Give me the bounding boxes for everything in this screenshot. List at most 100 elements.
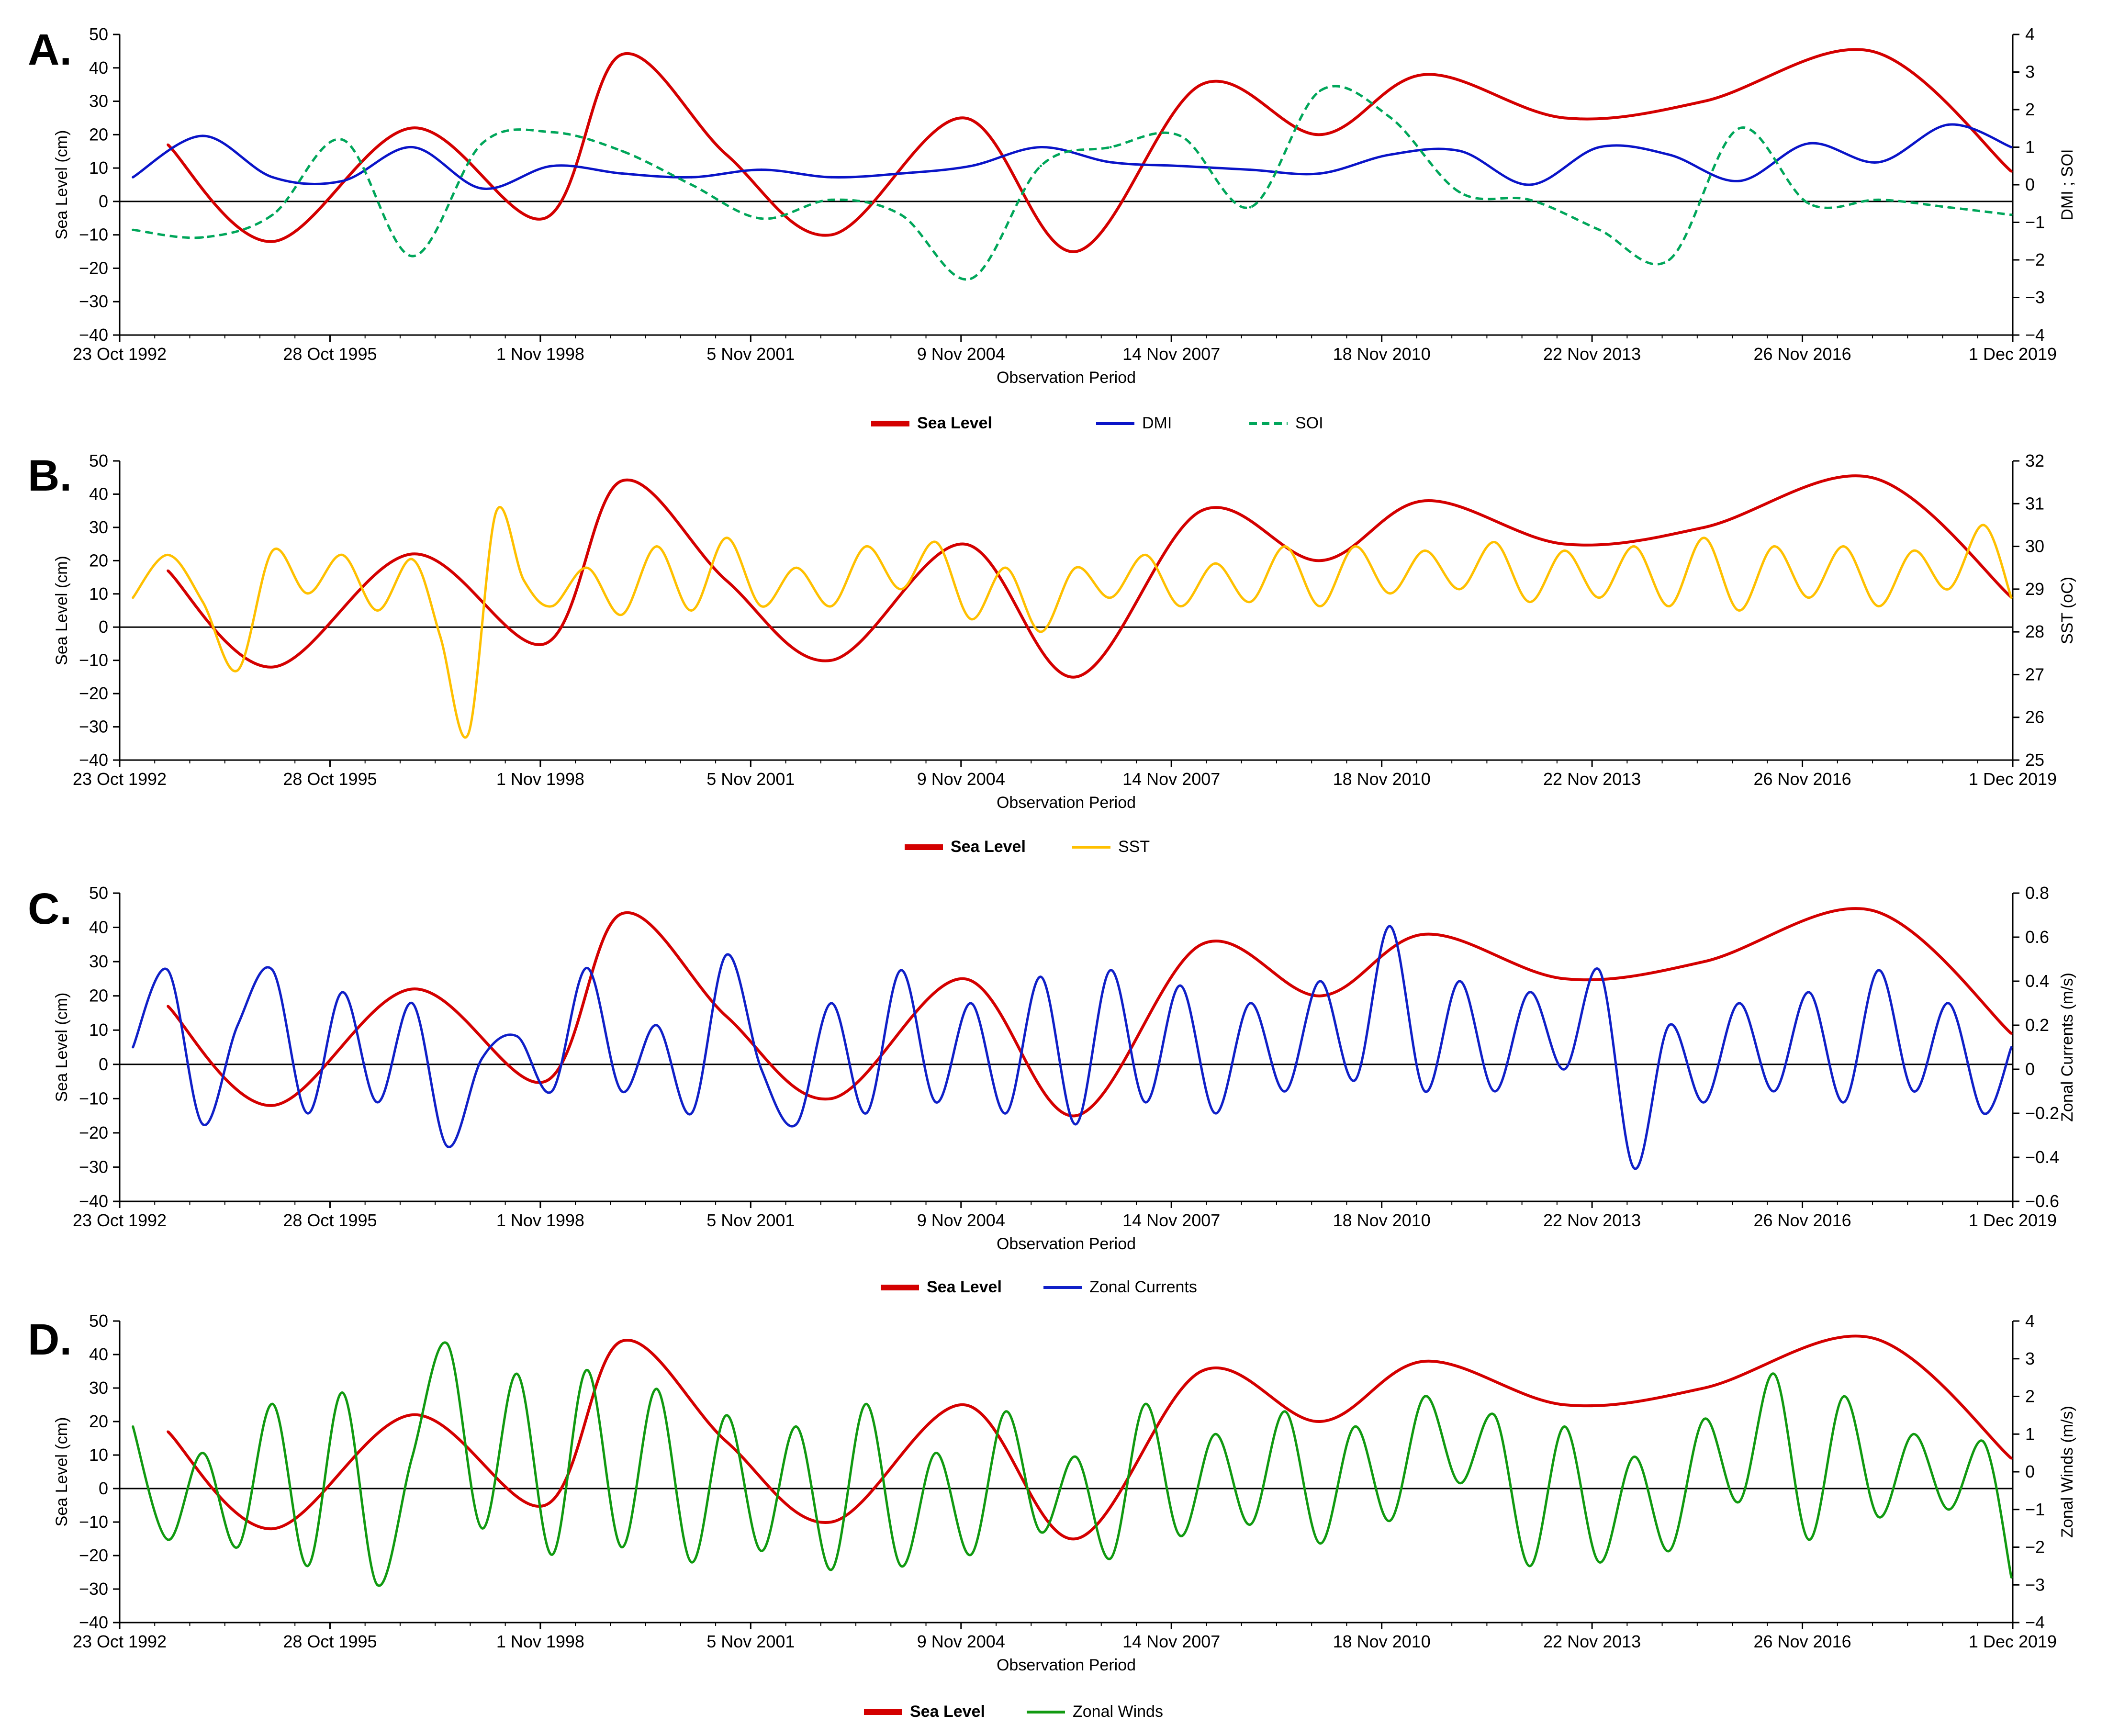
data-point-sea-level — [620, 480, 623, 482]
y-tick-label: 20 — [89, 986, 108, 1006]
data-point-zonal-currents — [376, 1101, 379, 1104]
data-point-zonal-winds — [865, 1402, 867, 1405]
x-tick-label: 9 Nov 2004 — [917, 1210, 1005, 1230]
legend-label: SOI — [1295, 414, 1323, 432]
data-point-sea-level — [1563, 543, 1566, 546]
data-point-sst — [1458, 588, 1461, 591]
data-point-sst — [306, 592, 309, 595]
data-point-sea-level — [1319, 995, 1322, 997]
data-point-zonal-winds — [1982, 1440, 1985, 1443]
data-point-zonal-winds — [1528, 1565, 1531, 1568]
data-point-zonal-currents — [202, 1123, 204, 1126]
right-y-tick-label: 0.4 — [2025, 971, 2049, 991]
y-tick-label: −30 — [79, 291, 108, 311]
x-tick-label: 1 Dec 2019 — [1969, 1210, 2057, 1230]
x-tick-label: 5 Nov 2001 — [706, 344, 795, 364]
data-point-sea-level — [1319, 559, 1322, 562]
data-point-sst — [132, 596, 135, 599]
data-point-sea-level — [167, 1430, 169, 1433]
data-point-sst — [1389, 592, 1391, 595]
y-tick-label: 0 — [99, 1054, 108, 1074]
data-point-zonal-winds — [1249, 1523, 1252, 1526]
data-point-dmi — [1249, 168, 1252, 171]
data-point-sst — [1668, 605, 1671, 608]
data-point-dmi — [1738, 179, 1740, 182]
series-line-sea-level — [167, 474, 2013, 679]
y-tick-label: −10 — [79, 1088, 108, 1108]
data-point-zonal-winds — [516, 1372, 518, 1375]
data-point-sst — [1039, 630, 1042, 633]
data-point-sst — [1703, 537, 1705, 539]
x-axis-title: Observation Period — [997, 794, 1136, 812]
data-point-sea-level — [1870, 1336, 1873, 1339]
data-point-zonal-winds — [2010, 1576, 2013, 1579]
x-tick-label: 1 Dec 2019 — [1969, 769, 2057, 789]
data-point-sst — [620, 613, 623, 616]
right-y-axis-title: DMI ; SOI — [2058, 149, 2076, 220]
data-point-sea-level — [830, 1521, 833, 1523]
data-point-sst — [865, 545, 867, 548]
data-point-sst — [1598, 596, 1601, 599]
data-point-sea-level — [830, 234, 833, 236]
data-point-sea-level — [1870, 50, 1873, 53]
y-tick-label: 20 — [89, 550, 108, 570]
data-point-sea-level — [1074, 1537, 1077, 1540]
data-point-zonal-currents — [411, 1002, 414, 1005]
data-point-sea-level — [1563, 1403, 1566, 1406]
data-point-sea-level — [725, 1015, 728, 1018]
data-point-zonal-winds — [934, 1452, 937, 1455]
chart-panel-2: B. 50 40 30 20 10 0 −10 −20 −30 −40 32 31 30 29 28 27 26 2… — [28, 451, 2076, 856]
data-point-soi — [760, 217, 763, 220]
data-point-sea-level — [411, 126, 414, 129]
data-point-sea-level — [1200, 83, 1203, 86]
right-y-tick-label: −1 — [2025, 213, 2045, 232]
data-point-sst — [376, 609, 379, 612]
x-tick-label: 26 Nov 2016 — [1753, 344, 1851, 364]
data-point-zonal-currents — [550, 1090, 553, 1093]
x-tick-label: 23 Oct 1992 — [73, 1210, 167, 1230]
data-point-zonal-currents — [969, 1002, 972, 1005]
y-tick-label: −40 — [79, 750, 108, 770]
data-point-zonal-currents — [830, 1002, 833, 1005]
data-point-zonal-winds — [132, 1425, 135, 1428]
x-tick-label: 18 Nov 2010 — [1333, 1632, 1431, 1651]
right-y-tick-label: −4 — [2025, 325, 2045, 345]
x-tick-label: 23 Oct 1992 — [73, 1632, 167, 1651]
x-tick-label: 5 Nov 2001 — [706, 1632, 795, 1651]
data-point-soi — [411, 255, 414, 258]
data-point-sea-level — [620, 53, 623, 56]
data-point-soi — [1598, 228, 1601, 231]
data-point-sea-level — [1074, 675, 1077, 678]
data-point-zonal-winds — [1179, 1534, 1182, 1537]
y-tick-label: 20 — [89, 1411, 108, 1431]
data-point-zonal-currents — [516, 1035, 518, 1038]
data-point-dmi — [1947, 123, 1950, 126]
data-point-dmi — [830, 176, 833, 179]
y-tick-label: 30 — [89, 952, 108, 971]
y-tick-label: 0 — [99, 1478, 108, 1498]
y-tick-label: −10 — [79, 1512, 108, 1532]
y-tick-label: 50 — [89, 883, 108, 903]
data-point-dmi — [1598, 146, 1601, 148]
x-tick-label: 28 Oct 1995 — [283, 769, 377, 789]
data-point-sea-level — [544, 1504, 546, 1507]
data-point-dmi — [271, 176, 274, 179]
data-point-zonal-winds — [1458, 1482, 1461, 1485]
legend-label: DMI — [1142, 414, 1172, 432]
data-point-zonal-currents — [1424, 1090, 1426, 1093]
x-tick-label: 22 Nov 2013 — [1543, 1632, 1641, 1651]
data-point-sst — [655, 545, 658, 548]
data-point-zonal-winds — [1004, 1410, 1007, 1413]
data-point-soi — [132, 228, 135, 231]
series-line-sea-level — [167, 907, 2013, 1118]
y-tick-label: 0 — [99, 617, 108, 637]
data-point-dmi — [1668, 153, 1671, 156]
data-point-sea-level — [1074, 1114, 1077, 1117]
data-point-zonal-winds — [376, 1583, 379, 1586]
data-point-zonal-winds — [446, 1342, 448, 1345]
right-y-tick-label: 1 — [2025, 137, 2035, 157]
panel-letter: B. — [28, 451, 72, 500]
right-y-tick-label: −4 — [2025, 1613, 2045, 1632]
data-point-dmi — [690, 176, 693, 179]
right-y-tick-label: 3 — [2025, 62, 2035, 82]
